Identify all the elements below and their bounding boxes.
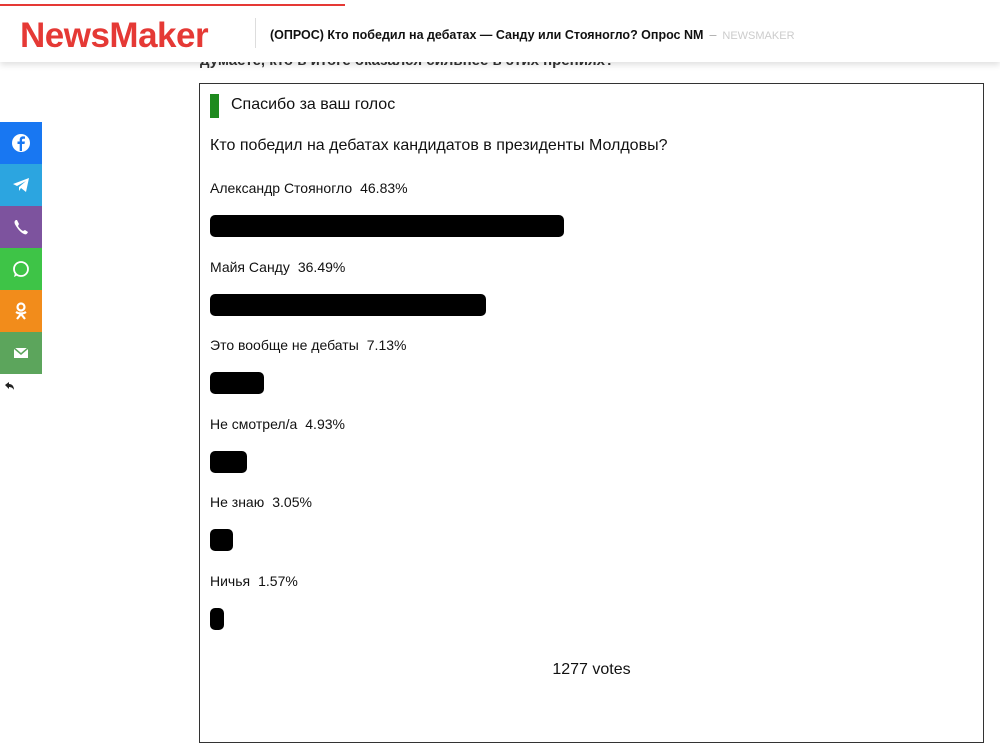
- site-name: NEWSMAKER: [722, 30, 795, 42]
- separator: [255, 18, 256, 48]
- headline: (ОПРОС) Кто победил на дебатах — Санду и…: [270, 28, 795, 42]
- logo[interactable]: NewsMaker: [20, 16, 209, 55]
- result-bar: [210, 450, 248, 473]
- header: NewsMaker (ОПРОС) Кто победил на дебатах…: [0, 0, 1000, 62]
- icon: [15, 302, 27, 320]
- option-percent: 36.49%: [297, 258, 346, 275]
- option-label: Не знаю 3.05%: [210, 494, 312, 510]
- status-marker: [210, 94, 219, 118]
- result-bar: [210, 215, 565, 237]
- icon: [13, 261, 29, 277]
- icon: [13, 178, 29, 192]
- option-label: Майя Санду 36.49%: [210, 259, 345, 275]
- option-text: Не смотрел/а: [210, 415, 298, 432]
- option-text: Это вообще не дебаты: [210, 337, 359, 353]
- option-text: Майя Санду: [210, 258, 290, 275]
- icon: [12, 134, 30, 152]
- result-bar: [210, 372, 264, 394]
- facebook-button[interactable]: [0, 122, 42, 164]
- option-label: Александр Стояногло 46.83%: [210, 180, 408, 196]
- collapse-button[interactable]: [0, 374, 45, 398]
- option-text: Не знаю: [210, 494, 265, 510]
- option-percent: 3.05%: [272, 494, 312, 510]
- option-percent: 7.13%: [366, 337, 407, 353]
- vote-count: 1277 votes: [552, 661, 631, 678]
- option-text: Александр Стояногло: [210, 180, 353, 196]
- option-label: Это вообще не дебаты 7.13%: [210, 337, 406, 353]
- result-bar: [210, 607, 224, 630]
- result-bar: [210, 529, 234, 551]
- telegram-button[interactable]: [0, 164, 42, 206]
- headline-text: (ОПРОС) Кто победил на дебатах — Санду и…: [270, 28, 704, 42]
- viber-button[interactable]: [0, 206, 42, 248]
- ok-button[interactable]: [0, 290, 42, 332]
- social-bar: [0, 122, 42, 398]
- icon: [13, 347, 29, 358]
- poll: Спасибо за ваш голос Кто победил на деба…: [199, 83, 984, 743]
- option-percent: 4.93%: [305, 415, 345, 432]
- icon: [5, 382, 14, 390]
- poll-status: Спасибо за ваш голос: [231, 96, 396, 113]
- progress-line: [0, 4, 345, 6]
- whatsapp-button[interactable]: [0, 248, 42, 290]
- icon: [14, 220, 28, 235]
- option-label: Ничья 1.57%: [210, 573, 298, 589]
- email-button[interactable]: [0, 332, 42, 374]
- option-percent: 46.83%: [360, 180, 408, 196]
- option-label: Не смотрел/а 4.93%: [210, 416, 345, 432]
- option-percent: 1.57%: [258, 572, 298, 589]
- option-text: Ничья: [210, 572, 251, 589]
- poll-question: Кто победил на дебатах кандидатов в през…: [210, 137, 668, 154]
- result-bar: [210, 293, 486, 316]
- dash: –: [709, 28, 717, 42]
